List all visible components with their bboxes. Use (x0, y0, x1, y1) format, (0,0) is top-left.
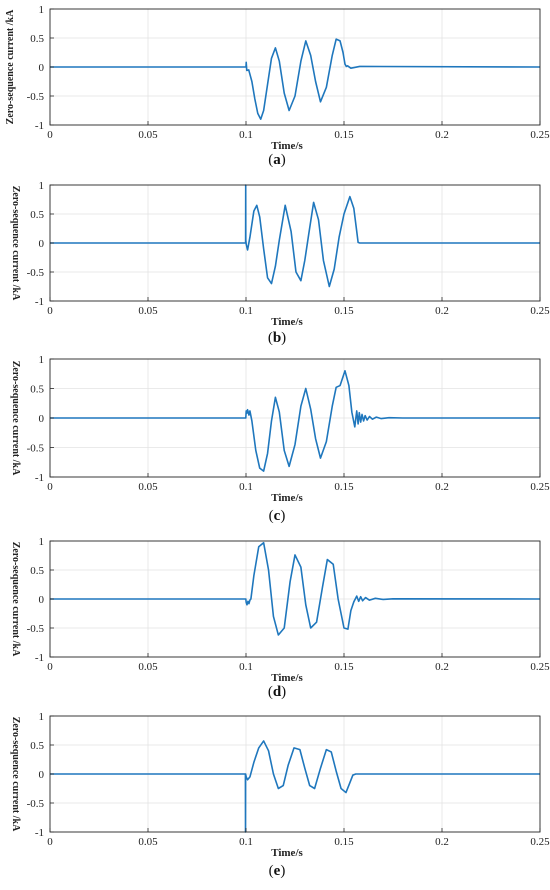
x-axis-label: Time/s (271, 140, 303, 152)
x-axis-label: Time/s (271, 847, 303, 859)
x-tick-label: 0 (47, 481, 53, 493)
y-tick-label: -1 (35, 120, 44, 132)
x-tick-label: 0.2 (435, 661, 449, 673)
series-line (50, 38, 541, 120)
x-tick-label: 0.15 (334, 836, 354, 848)
x-tick-label: 0.1 (239, 305, 253, 317)
y-tick-label: -1 (35, 827, 44, 839)
series-line (50, 541, 541, 636)
chart-panel-e: 0 0.05 0.1 0.15 0.2 0.25 -1 -0.5 0 0.5 1 Time/s Zero… (10, 711, 550, 879)
x-tick-label: 0.2 (435, 305, 449, 317)
y-tick-label: 1 (39, 180, 45, 192)
x-tick-label: 0.1 (239, 836, 253, 848)
x-tick-label: 0.05 (138, 129, 158, 141)
y-tick-label: -0.5 (27, 798, 45, 810)
x-tick-label: 0.05 (138, 661, 158, 673)
series-line (50, 369, 540, 472)
x-tick-label: 0.15 (334, 481, 354, 493)
chart-panel-c: 0 0.05 0.1 0.15 0.2 0.25 -1 -0.5 0 0.5 1 Time/s Zero… (10, 354, 550, 524)
y-tick-label: -0.5 (27, 623, 45, 635)
panel-caption: (b) (268, 330, 286, 346)
y-tick-label: -0.5 (27, 443, 45, 455)
panel-caption: (d) (268, 684, 286, 700)
chart-panel-a: 0 0.05 0.1 0.15 0.2 0.25 -1 -0.5 0 0.5 1 Time/s Zero… (5, 4, 550, 168)
x-tick-label: 0.25 (530, 836, 550, 848)
x-tick-label: 0.25 (530, 481, 550, 493)
chart-panel-d: 0 0.05 0.1 0.15 0.2 0.25 -1 -0.5 0 0.5 1 Time/s Zero… (10, 536, 550, 700)
x-tick-label: 0 (47, 129, 53, 141)
chart-panel-b: 0 0.05 0.1 0.15 0.2 0.25 -1 -0.5 0 0.5 1 Time/s Zero… (10, 180, 550, 346)
y-tick-label: 0.5 (30, 384, 44, 396)
y-tick-label: 0.5 (30, 565, 44, 577)
x-tick-label: 0 (47, 305, 53, 317)
y-axis-label: Zero-sequence current /kA (10, 542, 21, 657)
y-axis-label: Zero-sequence current /kA (10, 186, 21, 301)
x-axis-label: Time/s (271, 316, 303, 328)
x-tick-label: 0 (47, 661, 53, 673)
y-tick-label: 0 (39, 238, 45, 250)
y-tick-label: 0 (39, 769, 45, 781)
x-tick-label: 0.1 (239, 661, 253, 673)
x-tick-label: 0.05 (138, 305, 158, 317)
y-tick-label: 1 (39, 4, 45, 16)
y-tick-label: -1 (35, 296, 44, 308)
y-tick-label: 0.5 (30, 33, 44, 45)
x-tick-label: 0.2 (435, 836, 449, 848)
y-axis-label: Zero-sequence current /kA (5, 9, 16, 124)
x-tick-label: 0.25 (530, 129, 550, 141)
x-tick-label: 0.25 (530, 661, 550, 673)
x-tick-label: 0 (47, 836, 53, 848)
y-tick-label: -0.5 (27, 267, 45, 279)
x-tick-label: 0.05 (138, 481, 158, 493)
y-tick-label: 1 (39, 354, 45, 366)
x-tick-label: 0.25 (530, 305, 550, 317)
y-tick-label: 0.5 (30, 740, 44, 752)
y-tick-label: 0 (39, 62, 45, 74)
y-axis-label: Zero-sequence current /kA (10, 361, 21, 476)
y-tick-label: -1 (35, 652, 44, 664)
x-tick-label: 0.05 (138, 836, 158, 848)
x-tick-label: 0.1 (239, 481, 253, 493)
x-tick-label: 0.2 (435, 481, 449, 493)
panel-caption: (a) (268, 152, 286, 168)
series-line (50, 184, 540, 288)
x-tick-label: 0.15 (334, 661, 354, 673)
x-tick-label: 0.1 (239, 129, 253, 141)
panel-caption: (c) (269, 508, 286, 524)
x-axis-label: Time/s (271, 492, 303, 504)
y-tick-label: 0.5 (30, 209, 44, 221)
x-tick-label: 0.2 (435, 129, 449, 141)
x-axis-label: Time/s (271, 672, 303, 684)
y-tick-label: -1 (35, 472, 44, 484)
y-tick-label: 1 (39, 536, 45, 548)
series-line (50, 740, 540, 833)
y-tick-label: 0 (39, 413, 45, 425)
y-tick-label: 0 (39, 594, 45, 606)
x-tick-label: 0.15 (334, 129, 354, 141)
y-tick-label: -0.5 (27, 91, 45, 103)
panel-caption: (e) (269, 863, 286, 879)
x-tick-label: 0.15 (334, 305, 354, 317)
y-axis-label: Zero-sequence current /kA (10, 717, 21, 832)
y-tick-label: 1 (39, 711, 45, 723)
